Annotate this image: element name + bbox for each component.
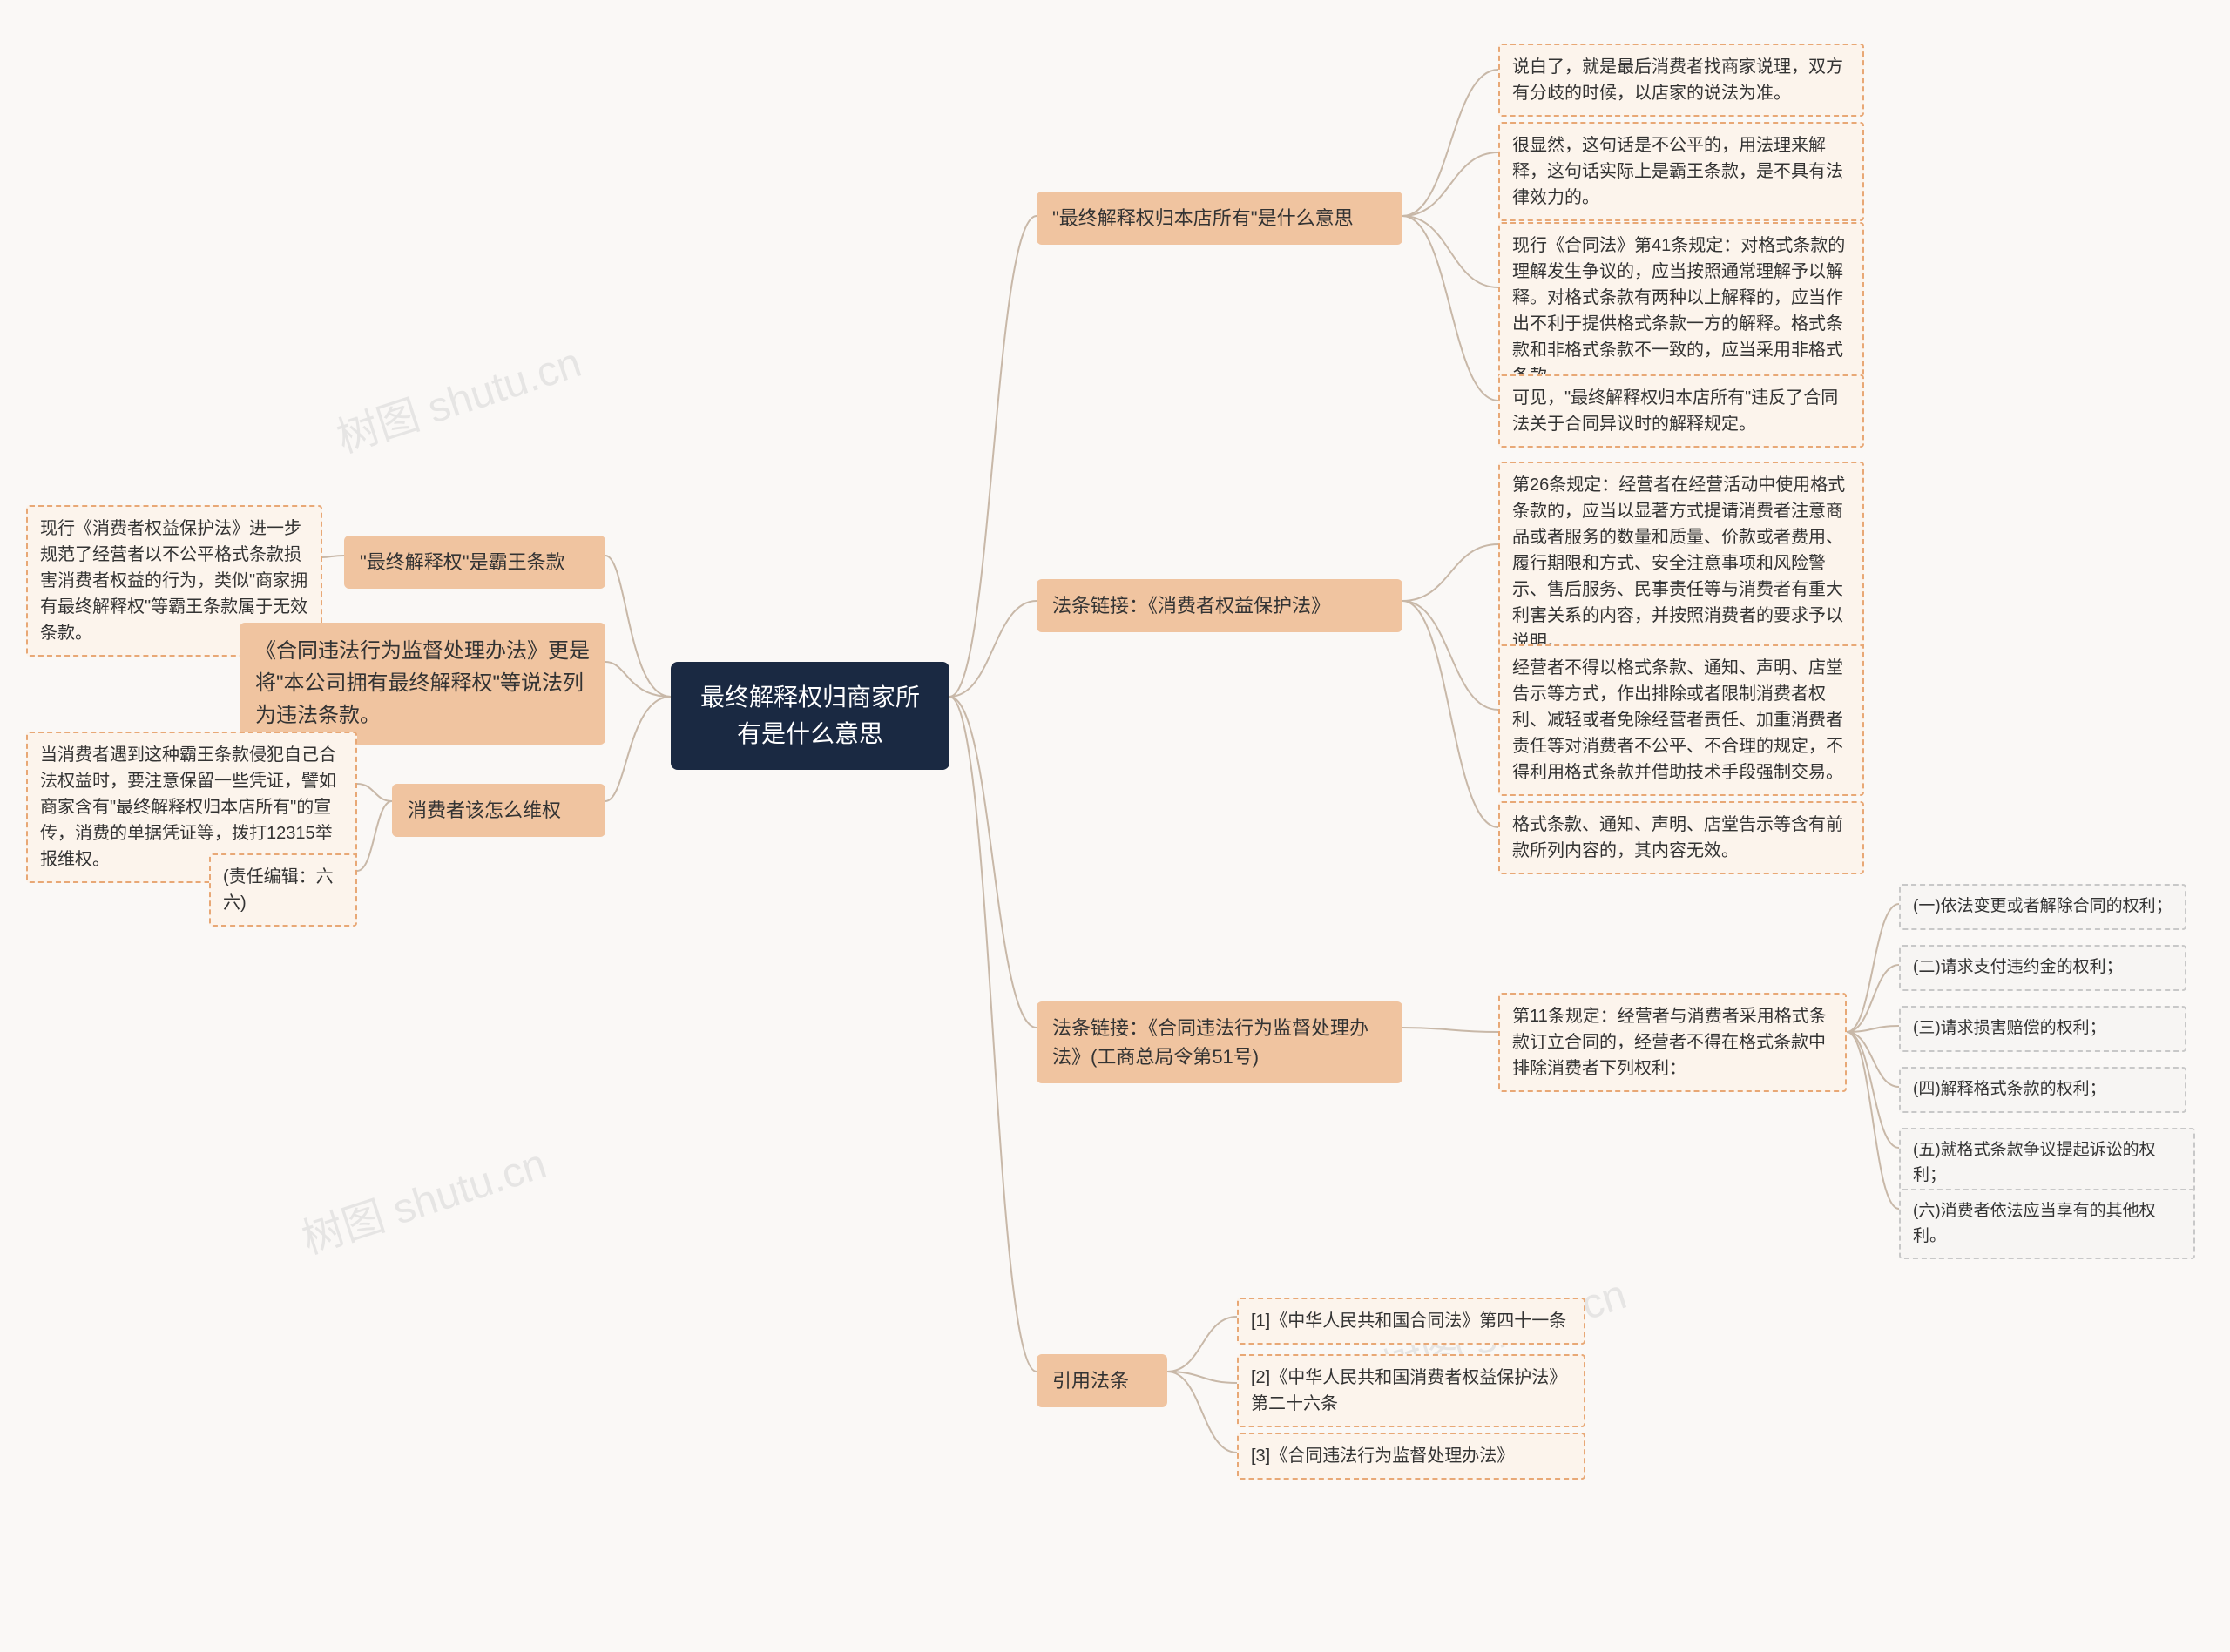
- root-node[interactable]: 最终解释权归商家所有是什么意思: [671, 662, 949, 770]
- branch-illegal-clause[interactable]: 《合同违法行为监督处理办法》更是将"本公司拥有最终解释权"等说法列为违法条款。: [240, 623, 605, 745]
- leaf-node: [1]《中华人民共和国合同法》第四十一条: [1237, 1298, 1585, 1345]
- leaf-node: (六)消费者依法应当享有的其他权利。: [1899, 1189, 2195, 1259]
- mid-node: 第11条规定：经营者与消费者采用格式条款订立合同的，经营者不得在格式条款中排除消…: [1498, 993, 1847, 1092]
- leaf-node: 经营者不得以格式条款、通知、声明、店堂告示等方式，作出排除或者限制消费者权利、减…: [1498, 644, 1864, 796]
- leaf-node: (二)请求支付违约金的权利；: [1899, 945, 2186, 991]
- branch-overlord-clause[interactable]: "最终解释权"是霸王条款: [344, 536, 605, 589]
- leaf-node: (三)请求损害赔偿的权利；: [1899, 1006, 2186, 1052]
- leaf-node: 格式条款、通知、声明、店堂告示等含有前款所列内容的，其内容无效。: [1498, 801, 1864, 874]
- branch-law-consumer[interactable]: 法条链接：《消费者权益保护法》: [1037, 579, 1402, 632]
- leaf-node: (责任编辑：六六): [209, 853, 357, 927]
- branch-meaning[interactable]: "最终解释权归本店所有"是什么意思: [1037, 192, 1402, 245]
- leaf-node: [3]《合同违法行为监督处理办法》: [1237, 1433, 1585, 1480]
- branch-consumer-rights[interactable]: 消费者该怎么维权: [392, 784, 605, 837]
- watermark: 树图 shutu.cn: [293, 1129, 552, 1265]
- leaf-node: (五)就格式条款争议提起诉讼的权利；: [1899, 1128, 2195, 1198]
- leaf-node: (四)解释格式条款的权利；: [1899, 1067, 2186, 1113]
- leaf-node: 可见，"最终解释权归本店所有"违反了合同法关于合同异议时的解释规定。: [1498, 374, 1864, 448]
- leaf-node: 很显然，这句话是不公平的，用法理来解释，这句话实际上是霸王条款，是不具有法律效力…: [1498, 122, 1864, 221]
- branch-law-contract[interactable]: 法条链接：《合同违法行为监督处理办法》(工商总局令第51号): [1037, 1001, 1402, 1083]
- leaf-node: 现行《合同法》第41条规定：对格式条款的理解发生争议的，应当按照通常理解予以解释…: [1498, 222, 1864, 400]
- leaf-node: [2]《中华人民共和国消费者权益保护法》第二十六条: [1237, 1354, 1585, 1427]
- watermark: 树图 shutu.cn: [328, 328, 587, 464]
- leaf-node: 说白了，就是最后消费者找商家说理，双方有分歧的时候，以店家的说法为准。: [1498, 44, 1864, 117]
- branch-cited-laws[interactable]: 引用法条: [1037, 1354, 1167, 1407]
- leaf-node: 第26条规定：经营者在经营活动中使用格式条款的，应当以显著方式提请消费者注意商品…: [1498, 462, 1864, 665]
- leaf-node: (一)依法变更或者解除合同的权利；: [1899, 884, 2186, 930]
